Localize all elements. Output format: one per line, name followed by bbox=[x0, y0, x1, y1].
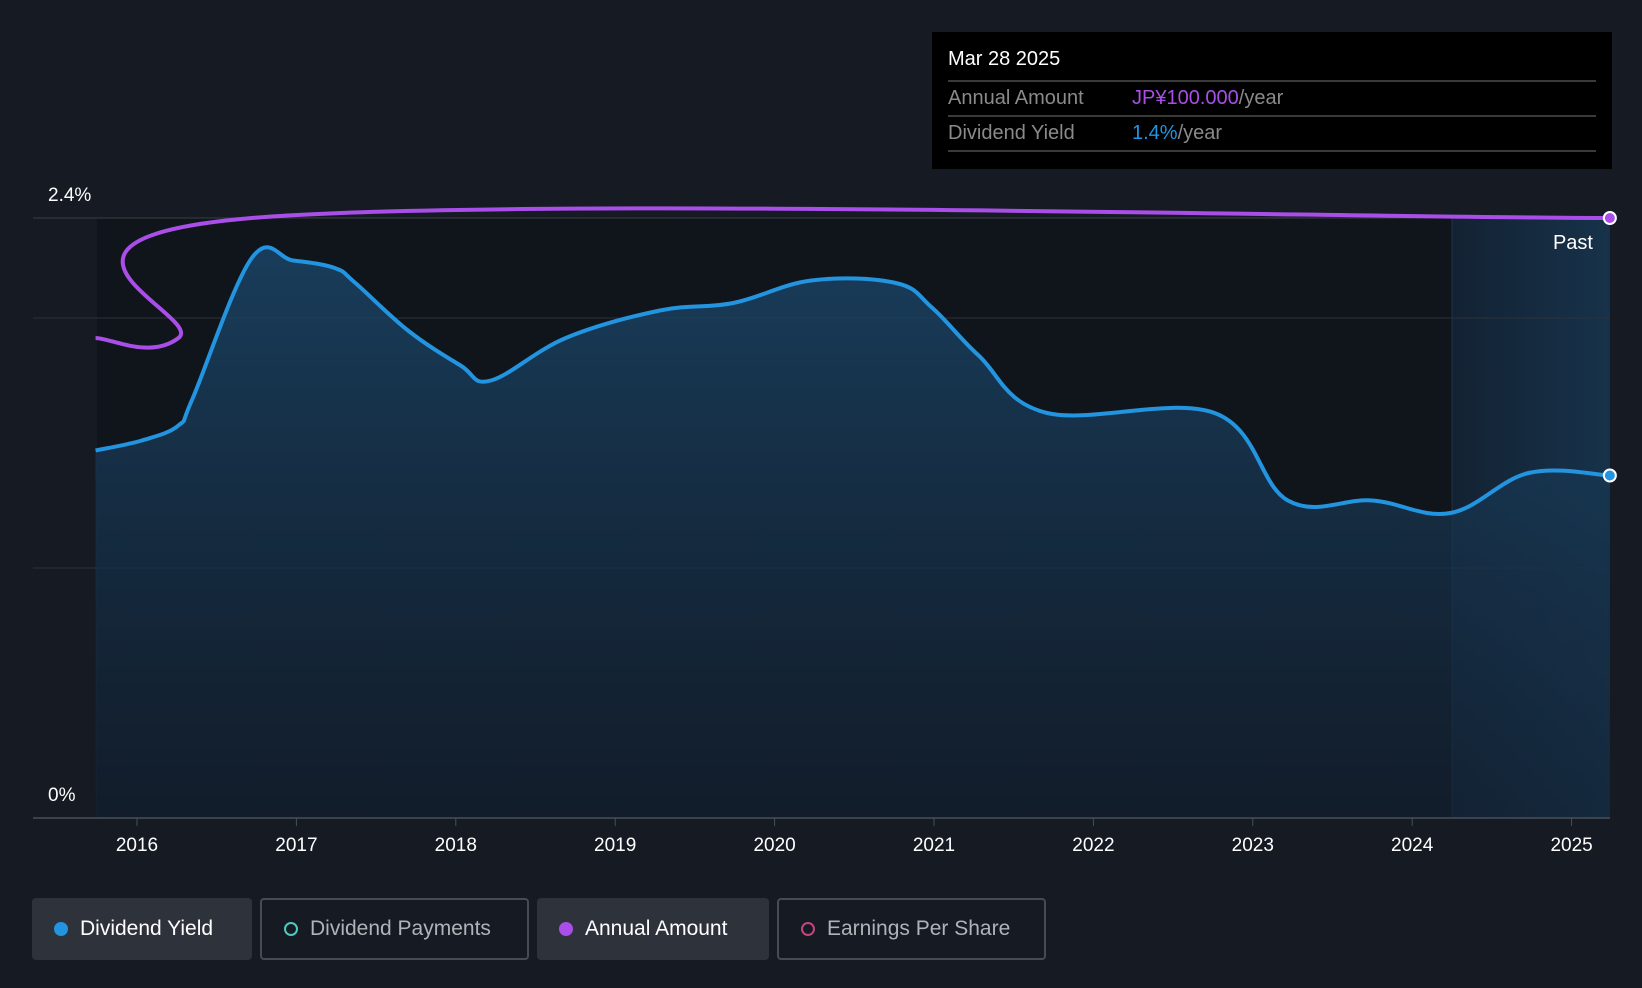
tooltip-row-annual-amount: Annual Amount JP¥100.000 /year bbox=[948, 82, 1596, 117]
filled-dot-icon bbox=[54, 922, 68, 936]
legend: Dividend Yield Dividend Payments Annual … bbox=[32, 898, 1046, 960]
tooltip-suffix: /year bbox=[1238, 87, 1284, 109]
tooltip-suffix: /year bbox=[1177, 122, 1223, 144]
tooltip-value: JP¥100.000 bbox=[1132, 87, 1239, 109]
x-tick-label: 2019 bbox=[594, 835, 636, 856]
x-tick-label: 2022 bbox=[1072, 835, 1114, 856]
past-label: Past bbox=[1553, 232, 1593, 254]
tooltip-label: Dividend Yield bbox=[948, 122, 1075, 144]
x-tick-label: 2020 bbox=[753, 835, 795, 856]
legend-label: Dividend Payments bbox=[310, 917, 491, 940]
legend-label: Dividend Yield bbox=[80, 917, 214, 940]
legend-dividend-yield[interactable]: Dividend Yield bbox=[32, 898, 252, 960]
hollow-dot-icon bbox=[284, 922, 298, 936]
legend-earnings-per-share[interactable]: Earnings Per Share bbox=[777, 898, 1046, 960]
legend-dividend-payments[interactable]: Dividend Payments bbox=[260, 898, 529, 960]
tooltip-label: Annual Amount bbox=[948, 87, 1084, 109]
x-tick-label: 2024 bbox=[1391, 835, 1434, 856]
filled-dot-icon bbox=[559, 922, 573, 936]
tooltip-row-dividend-yield: Dividend Yield 1.4% /year bbox=[948, 117, 1596, 152]
legend-label: Earnings Per Share bbox=[827, 917, 1011, 940]
dividend-yield-line bbox=[95, 245, 1610, 516]
x-tick-label: 2018 bbox=[435, 835, 477, 856]
x-tick-label: 2023 bbox=[1232, 835, 1274, 856]
annual-amount-line bbox=[95, 206, 1610, 350]
x-tick-label: 2016 bbox=[116, 835, 158, 856]
annual-amount-marker[interactable] bbox=[1602, 211, 1617, 225]
dividend-yield-marker[interactable] bbox=[1602, 468, 1617, 483]
x-tick-label: 2021 bbox=[913, 835, 955, 856]
tooltip-value: 1.4% bbox=[1132, 122, 1178, 144]
dividend-yield-area bbox=[95, 247, 1610, 818]
tooltip-date: Mar 28 2025 bbox=[948, 48, 1596, 82]
y-tick-top: 2.4% bbox=[48, 185, 91, 206]
legend-annual-amount[interactable]: Annual Amount bbox=[537, 898, 769, 960]
hollow-dot-icon bbox=[801, 922, 815, 936]
legend-label: Annual Amount bbox=[585, 917, 728, 940]
x-tick-label: 2025 bbox=[1550, 835, 1592, 856]
tooltip: Mar 28 2025 Annual Amount JP¥100.000 /ye… bbox=[932, 32, 1612, 169]
y-tick-zero: 0% bbox=[48, 785, 76, 806]
x-tick-label: 2017 bbox=[275, 835, 317, 856]
